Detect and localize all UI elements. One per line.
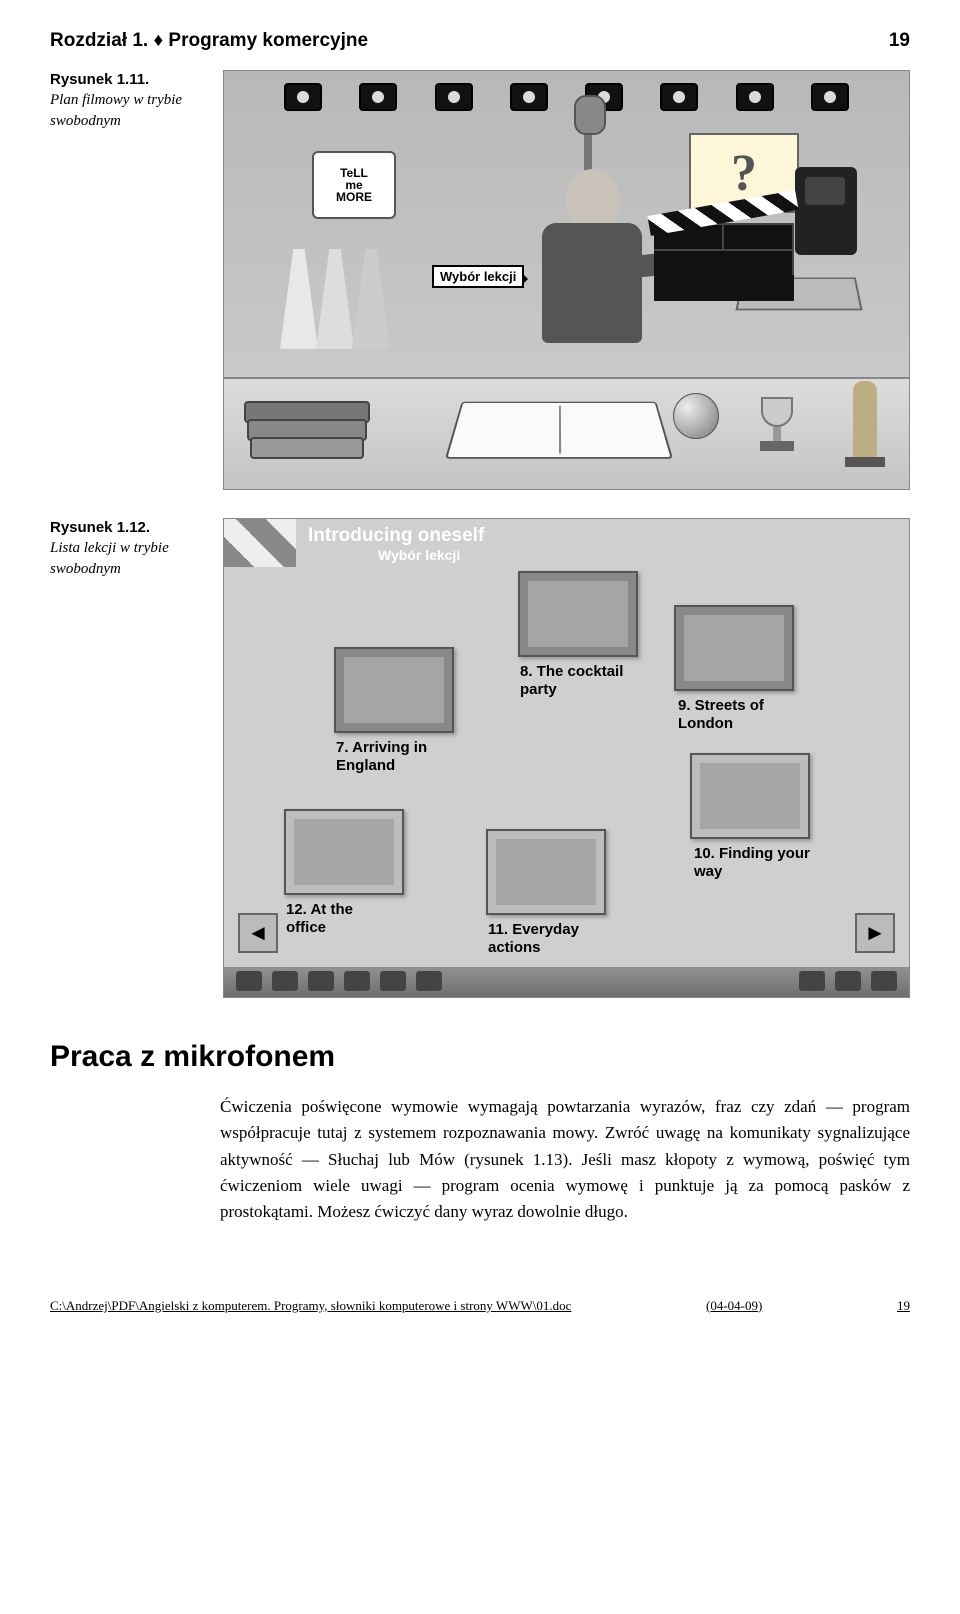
page-number-top: 19 <box>889 30 910 52</box>
lesson-label-10: 10. Finding your way <box>694 845 824 881</box>
uk-flag-icon <box>224 519 296 567</box>
lesson-thumb-11[interactable] <box>486 829 606 915</box>
lesson-thumb-7[interactable] <box>334 647 454 733</box>
camera-icon <box>795 167 857 255</box>
footer-path: C:\Andrzej\PDF\Angielski z komputerem. P… <box>50 1298 571 1314</box>
nav-left-button[interactable]: ◄ <box>238 913 278 953</box>
footer-date: (04-04-09) <box>706 1298 762 1314</box>
unit-title: Introducing oneself <box>308 525 484 547</box>
figure-2-block: Rysunek 1.12. Lista lekcji w trybie swob… <box>50 518 910 998</box>
clapperboard-icon <box>654 223 794 301</box>
notebook-icon <box>445 402 673 459</box>
lesson-toolbar <box>224 967 909 997</box>
figure-1-desc: Plan filmowy w trybie swobodnym <box>50 92 182 128</box>
figure-2-caption: Rysunek 1.12. Lista lekcji w trybie swob… <box>50 518 205 579</box>
toolbar-icon[interactable] <box>236 971 262 991</box>
trophy-icon <box>757 397 797 455</box>
figure-2-label: Rysunek 1.12. <box>50 519 150 536</box>
globe-icon <box>673 393 719 439</box>
unit-subtitle: Wybór lekcji <box>378 547 484 563</box>
chapter-title: Rozdział 1. ♦ Programy komercyjne <box>50 30 368 52</box>
section-body: Ćwiczenia poświęcone wymowie wymagają po… <box>220 1094 910 1226</box>
toolbar-icon[interactable] <box>871 971 897 991</box>
figure-2-image: Introducing oneself Wybór lekcji 8. The … <box>223 518 910 998</box>
lesson-label-11: 11. Everyday actions <box>488 921 618 957</box>
lesson-thumb-8[interactable] <box>518 571 638 657</box>
toolbar-icon[interactable] <box>272 971 298 991</box>
toolbar-icon[interactable] <box>416 971 442 991</box>
nav-right-button[interactable]: ► <box>855 913 895 953</box>
toolbar-icon[interactable] <box>835 971 861 991</box>
chevron-left-icon: ◄ <box>247 920 269 946</box>
stage-lights <box>284 83 849 115</box>
page-footer: C:\Andrzej\PDF\Angielski z komputerem. P… <box>50 1298 910 1314</box>
lesson-label-12: 12. At the office <box>286 901 396 937</box>
figure-1-image: TeLL me MORE ? Wybór lekcji <box>223 70 910 490</box>
toolbar-icon[interactable] <box>380 971 406 991</box>
running-header: Rozdział 1. ♦ Programy komercyjne 19 <box>50 30 910 52</box>
question-mark-icon: ? <box>731 144 757 203</box>
lesson-thumb-10[interactable] <box>690 753 810 839</box>
lesson-thumb-12[interactable] <box>284 809 404 895</box>
lesson-label-8: 8. The cocktail party <box>520 663 640 699</box>
section-heading: Praca z mikrofonem <box>50 1040 910 1074</box>
books-icon <box>244 405 374 459</box>
logo-line3: MORE <box>336 191 372 203</box>
lesson-thumb-9[interactable] <box>674 605 794 691</box>
toolbar-icon[interactable] <box>308 971 334 991</box>
lesson-label-7: 7. Arriving in England <box>336 739 456 775</box>
clothes-rack <box>274 231 414 361</box>
chevron-right-icon: ► <box>864 920 886 946</box>
footer-page: 19 <box>897 1298 910 1314</box>
statuette-icon <box>853 381 877 459</box>
desk <box>224 377 909 489</box>
toolbar-icon[interactable] <box>799 971 825 991</box>
figure-1-caption: Rysunek 1.11. Plan filmowy w trybie swob… <box>50 70 205 131</box>
figure-2-desc: Lista lekcji w trybie swobodnym <box>50 540 169 576</box>
lesson-label-9: 9. Streets of London <box>678 697 808 733</box>
lesson-cycle-header: Introducing oneself Wybór lekcji <box>308 525 484 563</box>
toolbar-icon[interactable] <box>344 971 370 991</box>
figure-1-label: Rysunek 1.11. <box>50 71 149 88</box>
tellmemore-logo: TeLL me MORE <box>312 151 396 219</box>
lesson-select-tooltip: Wybór lekcji <box>432 265 524 288</box>
figure-1-block: Rysunek 1.11. Plan filmowy w trybie swob… <box>50 70 910 490</box>
